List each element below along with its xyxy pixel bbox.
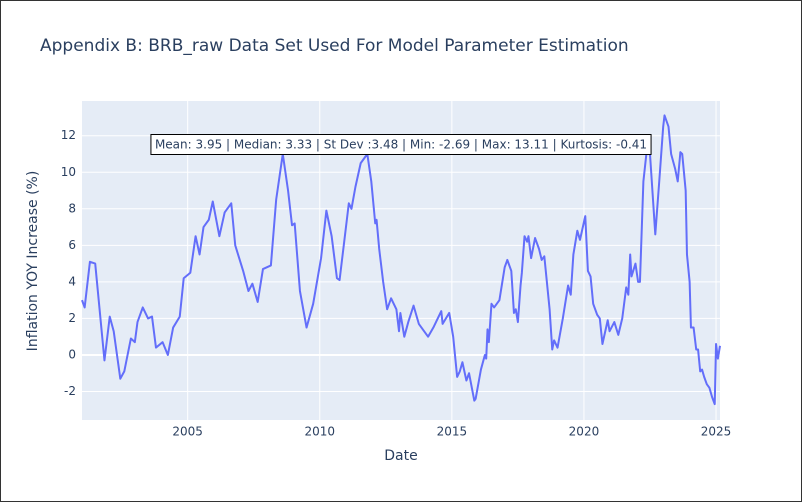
y-tick-label: 6 — [68, 238, 76, 252]
annotation: Mean: 3.95 | Median: 3.33 | St Dev :3.48… — [150, 134, 652, 155]
y-tick-label: 12 — [61, 128, 76, 142]
x-tick-label: 2015 — [437, 425, 468, 439]
y-tick-label: 10 — [61, 165, 76, 179]
y-tick-label: 4 — [68, 274, 76, 288]
annotation-text: Mean: 3.95 | Median: 3.33 | St Dev :3.48… — [155, 138, 647, 152]
x-tick-label: 2020 — [569, 425, 600, 439]
x-axis-title: Date — [384, 448, 417, 464]
y-tick-label: 0 — [68, 347, 76, 361]
y-axis-title: Inflation YOY Increase (%) — [25, 171, 41, 352]
x-tick-label: 2025 — [701, 425, 732, 439]
annotation-box — [150, 134, 652, 155]
y-tick-label: 2 — [68, 311, 76, 325]
x-tick-label: 2010 — [304, 425, 335, 439]
x-tick-label: 2005 — [172, 425, 203, 439]
y-tick-label: -2 — [64, 384, 76, 398]
y-tick-label: 8 — [68, 201, 76, 215]
chart-title: Appendix B: BRB_raw Data Set Used For Mo… — [40, 36, 629, 56]
